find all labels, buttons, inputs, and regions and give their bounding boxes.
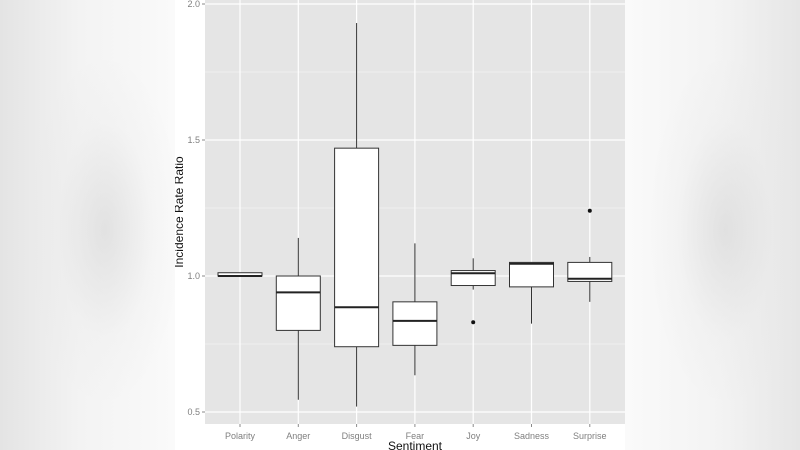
x-tick-label: Fear — [406, 431, 425, 441]
y-tick-label: 1.5 — [187, 135, 200, 145]
x-tick-label: Polarity — [225, 431, 256, 441]
box-surprise — [567, 208, 613, 302]
box-iqr — [334, 147, 380, 348]
outlier-point — [471, 320, 476, 325]
x-tick-label: Joy — [466, 431, 481, 441]
axis-ticks: 0.5 1.0 1.5 2.0 Polarity Anger Disgust Fear Joy S… — [187, 0, 606, 441]
box-iqr — [509, 261, 554, 288]
x-tick-label: Anger — [286, 431, 310, 441]
box-sadness — [509, 261, 554, 324]
y-tick-label: 2.0 — [187, 0, 200, 9]
box-anger — [275, 237, 321, 400]
box-joy — [450, 258, 496, 325]
background-blur-right — [650, 60, 800, 400]
outlier-point — [587, 208, 592, 213]
box-iqr — [450, 270, 496, 287]
box-polarity — [217, 272, 263, 277]
boxplot-chart: 0.5 1.0 1.5 2.0 Polarity Anger Disgust Fear Joy S… — [175, 0, 625, 450]
x-tick-label: Surprise — [573, 431, 607, 441]
boxes — [217, 23, 613, 407]
box-iqr — [567, 261, 613, 282]
background-blur-left — [30, 60, 180, 400]
box-disgust — [334, 23, 380, 407]
x-tick-label: Disgust — [342, 431, 373, 441]
x-axis-title: Sentiment — [388, 439, 443, 450]
box-iqr — [392, 301, 438, 346]
x-tick-label: Sadness — [514, 431, 550, 441]
chart-figure: 0.5 1.0 1.5 2.0 Polarity Anger Disgust Fear Joy S… — [175, 0, 625, 450]
y-tick-label: 0.5 — [187, 407, 200, 417]
box-iqr — [275, 275, 321, 331]
y-axis-title: Incidence Rate Ratio — [175, 156, 186, 268]
box-fear — [392, 243, 438, 376]
y-tick-label: 1.0 — [187, 271, 200, 281]
